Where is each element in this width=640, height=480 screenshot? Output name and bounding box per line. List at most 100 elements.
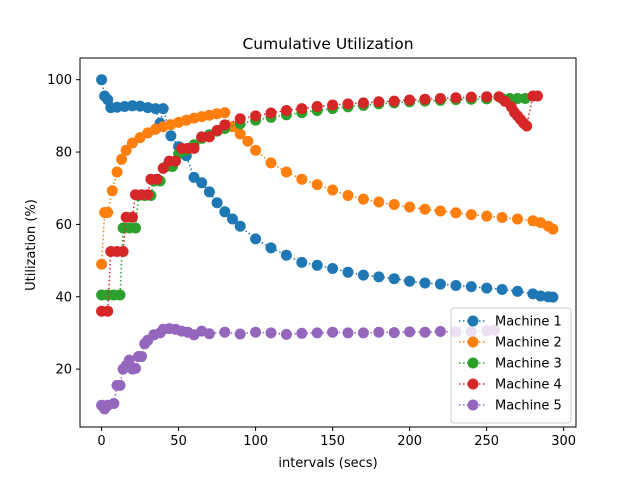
series-4-point bbox=[170, 155, 181, 167]
legend-marker bbox=[467, 378, 479, 390]
series-4-point bbox=[521, 120, 533, 132]
series-4-point bbox=[142, 189, 154, 201]
series-2-point bbox=[512, 213, 523, 225]
series-5-point bbox=[108, 398, 120, 409]
series-2-point bbox=[102, 207, 114, 218]
series-3-point bbox=[512, 93, 523, 104]
series-4-point bbox=[532, 90, 543, 102]
series-4-point bbox=[419, 93, 431, 105]
series-2-point bbox=[116, 153, 128, 165]
x-tick-label: 100 bbox=[243, 434, 268, 449]
series-1-point bbox=[188, 171, 200, 183]
series-5-point bbox=[342, 327, 354, 339]
series-4-point bbox=[404, 94, 416, 106]
series-1-point bbox=[203, 186, 215, 198]
legend-item: Machine 3 bbox=[459, 357, 562, 372]
series-4-point bbox=[211, 124, 223, 136]
series-2-point bbox=[111, 166, 123, 178]
series-4-point bbox=[342, 98, 354, 110]
series-1-point bbox=[342, 266, 354, 278]
series-4-point bbox=[250, 110, 262, 122]
series-4-point bbox=[126, 211, 138, 223]
series-2-point bbox=[434, 205, 446, 217]
series-5-point bbox=[114, 379, 126, 391]
series-2-point bbox=[357, 193, 369, 205]
series-5-point bbox=[327, 326, 339, 338]
series-1-point bbox=[296, 256, 308, 268]
series-1-point bbox=[373, 271, 385, 283]
series-5-point bbox=[130, 362, 141, 374]
series-2-group bbox=[96, 107, 559, 270]
series-1-point bbox=[165, 130, 177, 142]
series-1-point bbox=[419, 277, 431, 289]
series-2-point bbox=[296, 173, 308, 185]
series-1-point bbox=[227, 213, 238, 225]
series-1-point bbox=[327, 263, 339, 274]
series-1-point bbox=[234, 220, 246, 232]
series-1-point bbox=[404, 275, 416, 287]
series-2-point bbox=[280, 166, 292, 178]
series-5-point bbox=[250, 326, 262, 338]
series-2-point bbox=[265, 157, 277, 169]
axes: 0 50 100 150 200 250 300 20 40 60 80 100 bbox=[47, 57, 577, 449]
series-layer bbox=[96, 74, 559, 415]
series-4-point bbox=[234, 113, 246, 125]
series-1-point bbox=[211, 197, 223, 209]
series-2-point bbox=[481, 210, 493, 222]
series-1-point bbox=[388, 273, 400, 285]
series-2-point bbox=[120, 144, 132, 156]
series-4-point bbox=[311, 101, 323, 112]
series-5-point bbox=[357, 327, 369, 339]
series-5-point bbox=[434, 326, 446, 337]
y-tick-label: 20 bbox=[55, 363, 72, 378]
series-1-point bbox=[311, 259, 323, 271]
series-5-group bbox=[96, 323, 500, 415]
series-1-point bbox=[512, 285, 523, 297]
series-1-point bbox=[96, 74, 108, 86]
series-2-point bbox=[234, 128, 246, 140]
series-5-point bbox=[373, 326, 385, 338]
legend-marker bbox=[467, 315, 479, 327]
legend-marker bbox=[467, 399, 479, 411]
series-4-point bbox=[450, 92, 462, 104]
series-5-point bbox=[265, 327, 277, 339]
series-4-point bbox=[151, 173, 163, 185]
x-tick-label: 50 bbox=[170, 434, 187, 449]
series-2-point bbox=[96, 258, 108, 270]
series-1-point bbox=[157, 103, 169, 115]
series-1-point bbox=[126, 100, 138, 112]
series-2-point bbox=[242, 135, 254, 147]
series-3-point bbox=[114, 289, 126, 301]
series-2-point bbox=[219, 107, 231, 119]
y-tick-label: 40 bbox=[55, 290, 72, 305]
series-2-point bbox=[450, 207, 462, 219]
legend-label: Machine 1 bbox=[495, 315, 562, 330]
y-tick-label: 60 bbox=[55, 218, 72, 233]
legend: Machine 1 Machine 2 Machine 3 Machine 4 Mach… bbox=[450, 307, 572, 424]
series-1-point bbox=[196, 177, 208, 189]
series-5-point bbox=[203, 328, 215, 340]
series-5-point bbox=[234, 328, 246, 340]
series-5-point bbox=[404, 326, 416, 338]
x-tick-label: 300 bbox=[551, 434, 576, 449]
series-4-point bbox=[327, 99, 339, 111]
x-axis-label: intervals (secs) bbox=[278, 456, 377, 471]
series-4-point bbox=[373, 96, 385, 108]
series-5-point bbox=[296, 327, 308, 339]
series-2-point bbox=[496, 212, 508, 223]
chart-title: Cumulative Utilization bbox=[242, 35, 413, 53]
series-4-point bbox=[434, 93, 446, 104]
legend-box bbox=[450, 307, 572, 424]
series-4-group bbox=[96, 90, 543, 317]
series-4-point bbox=[481, 91, 493, 103]
series-4-point bbox=[188, 142, 200, 154]
series-2-point bbox=[388, 199, 400, 210]
plot-area bbox=[96, 74, 559, 415]
series-5-point bbox=[419, 326, 431, 338]
series-2-point bbox=[250, 144, 262, 156]
series-1-group bbox=[96, 74, 559, 303]
series-4-point bbox=[157, 162, 169, 174]
axes-frame bbox=[79, 57, 577, 428]
series-2-point bbox=[465, 209, 477, 221]
